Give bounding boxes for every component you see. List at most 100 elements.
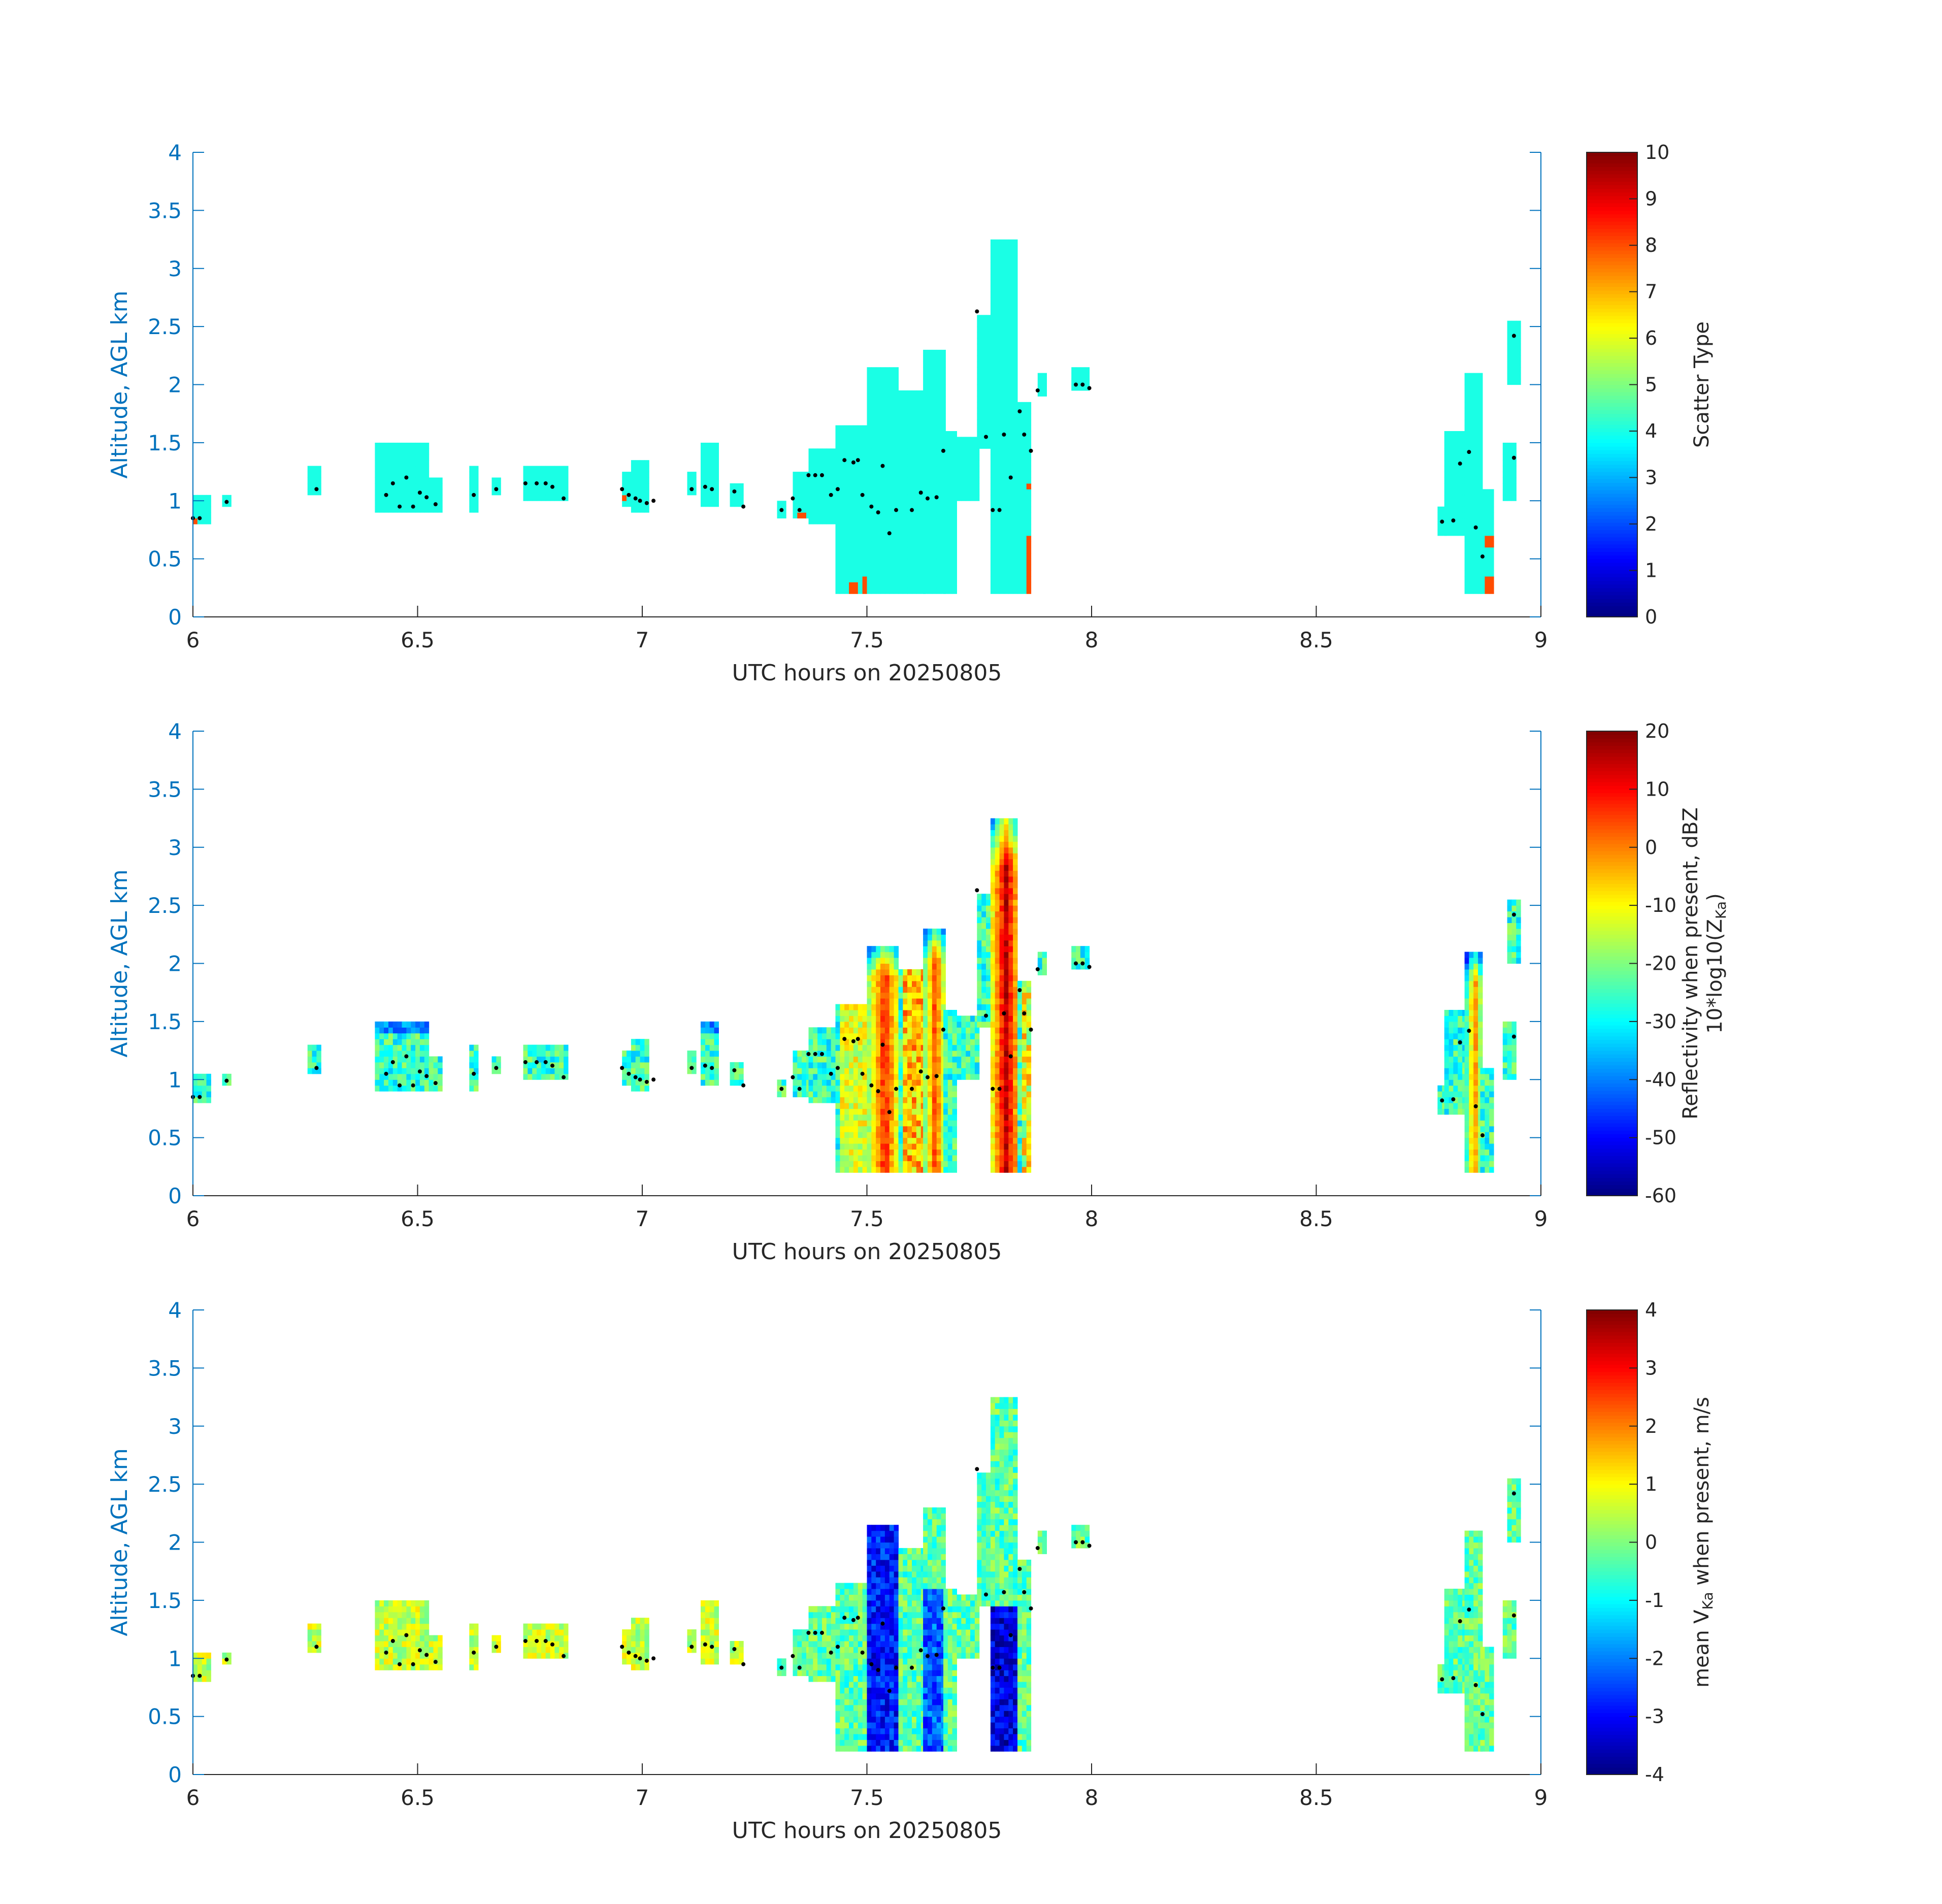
heatmap-cell [474,1056,479,1063]
heatmap-cell [1464,1062,1469,1068]
heatmap-cell [1485,535,1490,542]
heatmap-cell [1502,477,1508,484]
heatmap-cell [397,495,403,501]
heatmap-cell [981,992,986,999]
heatmap-cell [952,495,957,501]
heatmap-cell [474,1079,479,1086]
heatmap-cell [876,1103,881,1109]
heatmap-cell [1004,1027,1009,1034]
heatmap-cell [1473,419,1478,426]
heatmap-cell [999,541,1004,548]
heatmap-cell [947,1051,953,1057]
heatmap-cell [903,472,908,478]
heatmap-cell [1464,384,1469,391]
heatmap-cell [627,489,632,496]
heatmap-cell [858,1044,863,1051]
heatmap-cell [781,501,786,507]
heatmap-cell [853,442,859,449]
heatmap-cell [375,1051,380,1057]
heatmap-cell [1464,1097,1469,1103]
heatmap-cell [1480,518,1485,524]
colorbar-segment [1587,530,1637,534]
heatmap-cell [375,454,380,461]
heatmap-cell [943,472,948,478]
heatmap-cell [392,495,398,501]
heatmap-cell [826,1033,832,1039]
heatmap-cell [912,587,917,594]
heatmap-cell [392,1033,398,1039]
heatmap-cell [932,963,937,970]
heatmap-cell [995,344,1000,350]
colorbar-segment [1587,214,1637,218]
heatmap-cell [627,1068,632,1074]
heatmap-cell [835,1021,840,1028]
heatmap-cell [835,1097,840,1103]
heatmap-cell [907,419,912,426]
heatmap-cell [990,355,996,362]
heatmap-cell [1026,408,1032,414]
heatmap-cell [936,454,942,461]
heatmap-cell [999,1132,1004,1138]
heatmap-cell [867,547,872,553]
heatmap-cell [952,512,957,519]
cloud-base-point [842,458,847,463]
heatmap-cell [1453,1027,1458,1034]
heatmap-cell [692,1068,697,1074]
heatmap-cell [876,454,881,461]
heatmap-cell [952,477,957,484]
heatmap-cell [1458,524,1463,530]
heatmap-cell [947,553,953,560]
heatmap-cell [375,1079,380,1086]
heatmap-cell [977,917,982,923]
colorbar-segment [1587,330,1637,335]
heatmap-cell [995,541,1000,548]
heatmap-cell [995,361,1000,368]
heatmap-cell [853,506,859,513]
heatmap-cell [1022,1085,1027,1092]
heatmap-cell [1008,888,1013,894]
heatmap-cell [802,1051,807,1057]
heatmap-cell [1453,1039,1458,1045]
heatmap-cell [862,460,867,467]
heatmap-cell [923,396,928,403]
heatmap-cell [928,431,933,437]
heatmap-cell [1008,882,1013,889]
heatmap-cell [884,541,890,548]
heatmap-cell [894,969,899,975]
heatmap-cell [884,483,890,489]
heatmap-cell [876,483,881,489]
heatmap-cell [438,1068,443,1074]
heatmap-cell [912,1161,917,1167]
heatmap-cell [1469,454,1474,461]
heatmap-cell [849,1056,854,1063]
heatmap-cell [916,1027,921,1034]
heatmap-cell [990,454,996,461]
heatmap-cell [644,1056,649,1063]
heatmap-cell [1008,1010,1013,1016]
heatmap-cell [884,408,890,414]
heatmap-cell [631,1039,636,1045]
heatmap-cell [1444,1108,1450,1115]
heatmap-cell [631,460,636,467]
heatmap-cell [822,466,827,472]
heatmap-cell [990,888,996,894]
heatmap-cell [793,1062,798,1068]
heatmap-cell [822,1073,827,1080]
heatmap-cell [947,442,953,449]
heatmap-cell [999,483,1004,489]
heatmap-cell [640,460,645,467]
heatmap-cell [1464,1120,1469,1127]
heatmap-cell [952,1033,957,1039]
heatmap-cell [1004,448,1009,455]
heatmap-cell [999,472,1004,478]
cloud-base-point [1467,450,1471,454]
heatmap-cell [907,413,912,420]
heatmap-cell [1017,535,1023,542]
heatmap-cell [923,472,928,478]
heatmap-cell [903,1021,908,1028]
heatmap-cell [889,547,895,553]
heatmap-cell [947,1108,953,1115]
colorbar-segment [1587,337,1637,342]
heatmap-cell [936,587,942,594]
heatmap-cell [631,1079,636,1086]
